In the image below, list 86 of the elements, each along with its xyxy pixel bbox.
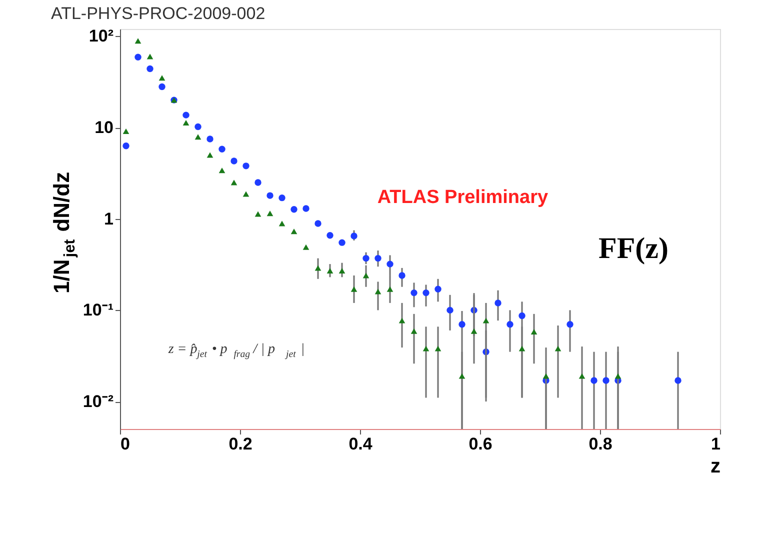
- point: [326, 268, 334, 274]
- x-tick-label: 0.8: [588, 434, 612, 454]
- chart-title: ATL-PHYS-PROC-2009-002: [51, 4, 266, 24]
- point: [518, 346, 526, 352]
- point: [458, 320, 466, 328]
- point: [410, 289, 418, 296]
- point: [362, 272, 370, 278]
- point: [230, 180, 238, 186]
- point: [338, 239, 346, 246]
- point: [350, 232, 358, 240]
- point: [242, 191, 250, 197]
- point: [458, 373, 466, 379]
- point: [122, 128, 130, 134]
- point: [518, 312, 526, 320]
- point: [206, 136, 214, 142]
- point: [314, 265, 322, 271]
- point: [278, 220, 286, 226]
- point: [494, 300, 502, 306]
- point: [590, 377, 598, 384]
- point: [602, 377, 610, 384]
- point: [218, 168, 226, 174]
- y-tick-label: 10⁻¹: [82, 300, 114, 320]
- annotation: ATLAS Preliminary: [377, 187, 548, 208]
- point: [506, 320, 514, 328]
- annotation: FF(z): [598, 232, 668, 265]
- point: [134, 38, 142, 44]
- x-tick-label: 0.4: [348, 434, 373, 454]
- y-tick-label: 10: [94, 118, 114, 138]
- point: [386, 286, 394, 292]
- point: [386, 260, 394, 268]
- point: [206, 152, 214, 158]
- point: [146, 54, 154, 60]
- point: [398, 272, 406, 279]
- point: [566, 320, 574, 328]
- point: [218, 146, 226, 152]
- point: [470, 328, 478, 334]
- point: [230, 158, 238, 164]
- point: [254, 211, 262, 217]
- point: [146, 65, 154, 72]
- point: [122, 142, 130, 150]
- point: [674, 377, 682, 384]
- point: [338, 268, 346, 274]
- point: [290, 228, 298, 234]
- point: [158, 83, 166, 90]
- point: [542, 373, 550, 379]
- point: [266, 210, 274, 216]
- y-tick-label: 1: [104, 209, 114, 228]
- point: [290, 206, 298, 213]
- point: [182, 120, 190, 126]
- point: [302, 205, 310, 212]
- point: [410, 328, 418, 334]
- point: [434, 346, 442, 352]
- point: [482, 318, 490, 324]
- point: [434, 286, 442, 292]
- point: [350, 286, 358, 292]
- x-tick-label: 0.6: [468, 434, 492, 454]
- y-axis-title: 1/Njet dN/dz: [49, 172, 79, 294]
- point: [374, 254, 382, 262]
- point: [134, 54, 142, 61]
- point: [422, 289, 430, 296]
- point: [362, 254, 370, 262]
- point: [158, 75, 166, 81]
- point: [530, 329, 538, 335]
- point: [314, 220, 322, 227]
- point: [266, 192, 274, 199]
- point: [254, 179, 262, 186]
- point: [194, 123, 202, 130]
- x-tick-label: 0: [120, 434, 130, 454]
- point: [422, 346, 430, 352]
- point: [554, 346, 562, 352]
- x-axis-title: z: [710, 456, 720, 478]
- x-tick-label: 0.2: [228, 434, 252, 454]
- point: [194, 134, 202, 140]
- point: [446, 306, 454, 314]
- point: [398, 318, 406, 324]
- point: [374, 288, 382, 294]
- point: [326, 232, 334, 239]
- point: [578, 373, 586, 379]
- x-tick-label: 1: [711, 434, 720, 454]
- y-tick-label: 10²: [88, 26, 114, 46]
- point: [614, 373, 622, 379]
- point: [182, 112, 190, 118]
- y-tick-label: 10⁻²: [82, 392, 114, 412]
- point: [278, 194, 286, 202]
- point: [242, 162, 250, 170]
- point: [302, 244, 310, 250]
